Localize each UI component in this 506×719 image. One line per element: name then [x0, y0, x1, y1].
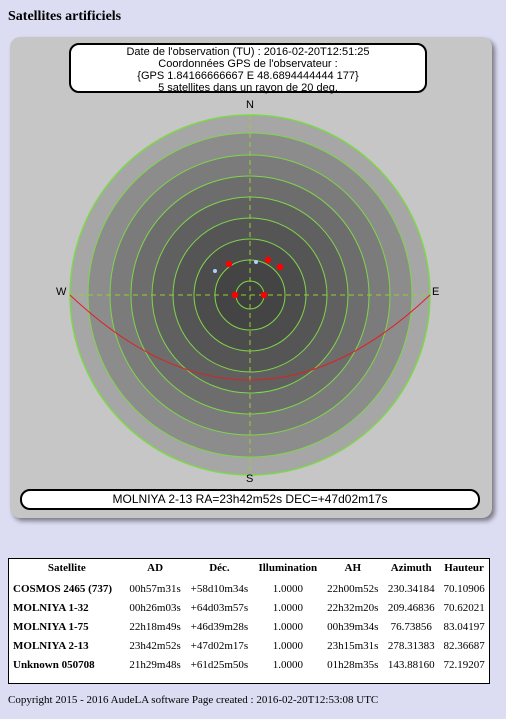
table-row[interactable]: MOLNIYA 1-75 22h18m49s +46d39m28s 1.0000…: [9, 617, 489, 636]
cell-illumination: 1.0000: [272, 639, 303, 652]
cell-azimuth: 209.46836: [387, 601, 435, 614]
compass-north: N: [246, 99, 254, 111]
cell-hauteur: 72.19207: [443, 658, 485, 671]
table-row[interactable]: COSMOS 2465 (737) 00h57m31s +58d10m34s 1…: [9, 579, 489, 598]
observation-info-box: Date de l'observation (TU) : 2016-02-20T…: [69, 43, 427, 94]
cell-dec: +46d39m28s: [190, 620, 249, 633]
cell-azimuth: 143.88160: [387, 658, 435, 671]
cell-azimuth: 76.73856: [390, 620, 432, 633]
gps-label: Coordonnées GPS de l'observateur :: [158, 58, 338, 70]
observation-date: Date de l'observation (TU) : 2016-02-20T…: [126, 46, 370, 58]
cell-ad: 00h26m03s: [129, 601, 181, 614]
sky-map-panel: Date de l'observation (TU) : 2016-02-20T…: [10, 37, 492, 518]
cell-name: MOLNIYA 1-32: [13, 601, 89, 614]
satellite-count: 5 satellites dans un rayon de 20 deg.: [158, 82, 338, 94]
cell-dec: +58d10m34s: [190, 582, 249, 595]
cell-hauteur: 82.36687: [443, 639, 485, 652]
cell-ah: 01h28m35s: [327, 658, 379, 671]
cell-ah: 23h15m31s: [327, 639, 379, 652]
satellite-marker: [231, 291, 239, 299]
satellite-marker: [276, 263, 284, 271]
satellite-table: Satellite AD Déc. Illumination AH Azimut…: [9, 559, 489, 674]
cell-name: Unknown 050708: [13, 658, 95, 671]
selected-satellite-info: MOLNIYA 2-13 RA=23h42m52s DEC=+47d02m17s: [20, 489, 480, 510]
header-ah: AH: [344, 562, 362, 574]
cell-name: COSMOS 2465 (737): [13, 582, 112, 595]
table-row[interactable]: MOLNIYA 2-13 23h42m52s +47d02m17s 1.0000…: [9, 636, 489, 655]
compass-south: S: [246, 473, 254, 485]
cell-dec: +47d02m17s: [190, 639, 249, 652]
cell-illumination: 1.0000: [272, 601, 303, 614]
cell-hauteur: 70.10906: [443, 582, 485, 595]
page-title: Satellites artificiels: [8, 9, 122, 24]
cell-hauteur: 83.04197: [443, 620, 485, 633]
cell-azimuth: 278.31383: [387, 639, 435, 652]
table-header-row: Satellite AD Déc. Illumination AH Azimut…: [9, 559, 489, 579]
compass-east: E: [432, 286, 440, 298]
header-satellite: Satellite: [47, 562, 86, 574]
compass-west: W: [56, 286, 67, 298]
cell-name: MOLNIYA 1-75: [13, 620, 89, 633]
cell-dec: +61d25m50s: [190, 658, 249, 671]
header-ad: AD: [147, 562, 164, 574]
cell-hauteur: 70.62021: [443, 601, 485, 614]
cell-illumination: 1.0000: [272, 582, 303, 595]
table-row[interactable]: MOLNIYA 1-32 00h26m03s +64d03m57s 1.0000…: [9, 598, 489, 617]
cell-ah: 22h00m52s: [327, 582, 379, 595]
cell-illumination: 1.0000: [272, 620, 303, 633]
gps-coordinates: {GPS 1.84166666667 E 48.6894444444 177}: [137, 70, 359, 82]
satellite-table-container: Satellite AD Déc. Illumination AH Azimut…: [8, 558, 490, 684]
cell-azimuth: 230.34184: [387, 582, 435, 595]
star-marker: [213, 269, 217, 273]
cell-name: MOLNIYA 2-13: [13, 639, 89, 652]
cell-ad: 22h18m49s: [129, 620, 181, 633]
satellite-marker: [264, 256, 272, 264]
cell-ah: 22h32m20s: [327, 601, 379, 614]
star-marker: [254, 260, 258, 264]
cell-illumination: 1.0000: [272, 658, 303, 671]
header-hauteur: Hauteur: [444, 562, 484, 574]
table-row[interactable]: Unknown 050708 21h29m48s +61d25m50s 1.00…: [9, 655, 489, 674]
cell-ad: 00h57m31s: [129, 582, 181, 595]
satellite-marker: [225, 260, 233, 268]
satellite-marker: [260, 291, 268, 299]
horizon-arc: [69, 294, 431, 381]
header-dec: Déc.: [209, 562, 230, 574]
cell-ah: 00h39m34s: [327, 620, 379, 633]
footer-copyright: Copyright 2015 - 2016 AudeLA software Pa…: [8, 694, 379, 706]
cell-ad: 23h42m52s: [129, 639, 181, 652]
header-illumination: Illumination: [258, 562, 318, 574]
cell-dec: +64d03m57s: [190, 601, 249, 614]
cell-ad: 21h29m48s: [129, 658, 181, 671]
sky-map[interactable]: [10, 37, 492, 518]
header-azimuth: Azimuth: [390, 562, 432, 574]
